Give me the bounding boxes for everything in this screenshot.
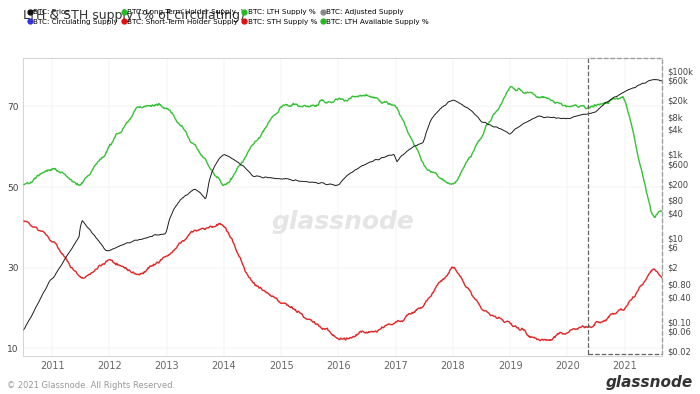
Bar (588, 58, 662, 355)
Text: glassnode: glassnode (606, 375, 693, 390)
Legend: BTC: Price, BTC: Circulating Supply, BTC: Long-Term Holder Supply, BTC: Short-Te: BTC: Price, BTC: Circulating Supply, BTC… (27, 8, 430, 26)
Text: LTH & STH supply (% of circulating): LTH & STH supply (% of circulating) (23, 9, 245, 22)
Text: glassnode: glassnode (272, 210, 414, 234)
Text: © 2021 Glassnode. All Rights Reserved.: © 2021 Glassnode. All Rights Reserved. (7, 381, 175, 390)
